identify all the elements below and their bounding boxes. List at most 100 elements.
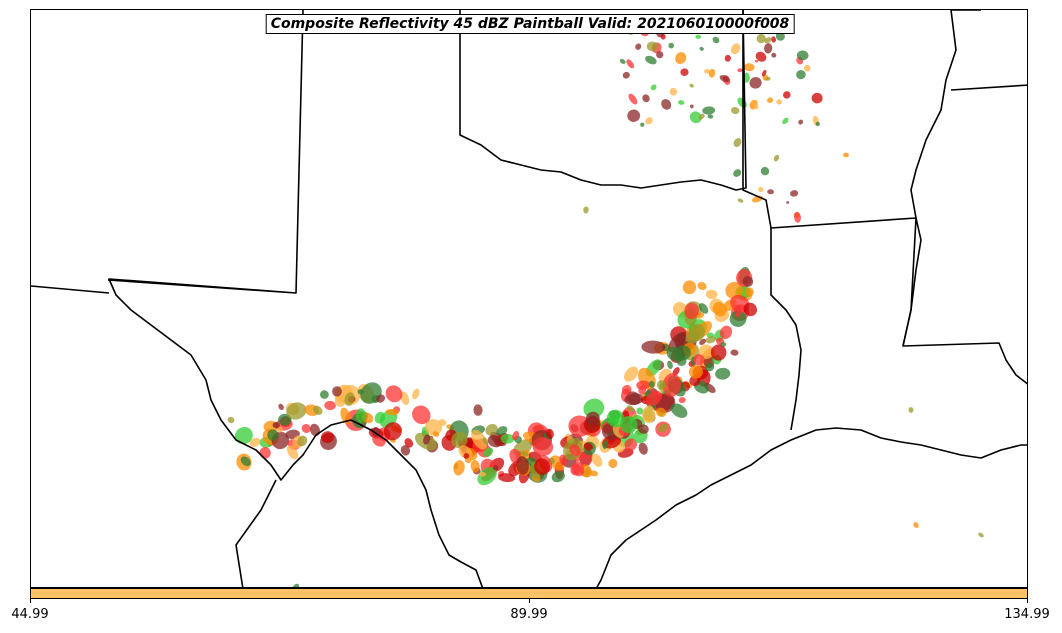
paintball-blob [669, 87, 678, 96]
state-borders [31, 10, 1027, 587]
paintball-blob [512, 430, 520, 441]
paintball-blob [470, 459, 480, 473]
paintball-blob [385, 385, 403, 403]
paintball-blob [765, 76, 771, 81]
paintball-blob [312, 405, 323, 415]
paintball-blob [546, 428, 554, 439]
paintball-blob [755, 51, 767, 62]
sabine-border [770, 228, 802, 431]
paintball-blob [733, 138, 742, 147]
paintball-blob [771, 52, 777, 58]
paintball-blob [796, 50, 809, 61]
paintball-blob [767, 97, 774, 104]
paintball-blob [249, 437, 261, 447]
paintball-blob [815, 121, 820, 127]
paintball-blob [737, 68, 743, 73]
paintball-blob [648, 381, 655, 388]
paintball-blob [737, 97, 747, 108]
paintball-blob [278, 413, 292, 426]
paintball-blob [640, 122, 645, 127]
paintball-blob [636, 407, 644, 415]
paintball-blob [424, 419, 443, 436]
paintball-blob [754, 59, 759, 63]
paintball-blob [773, 154, 780, 162]
paintball-blob [678, 397, 686, 404]
paintball-blob [657, 423, 669, 433]
colorbar-tick-label-min: 44.99 [11, 607, 49, 622]
paintball-blob [624, 366, 639, 382]
paintball-blob [622, 71, 630, 79]
paintball-blob [674, 345, 691, 361]
paintball-blob [645, 117, 653, 125]
paintball-blob [583, 442, 593, 451]
paintball-blob [627, 109, 641, 122]
colorbar-tick [30, 599, 31, 603]
paintball-blob [667, 360, 673, 370]
paintball-blob [483, 447, 494, 457]
paintball-blob [301, 423, 311, 434]
ne-border [950, 10, 1027, 91]
paintball-blob [811, 92, 823, 104]
paintball-blob [743, 302, 758, 317]
paintball-blob [400, 445, 411, 456]
paintball-blob [645, 55, 657, 65]
mexico-border [235, 479, 277, 587]
paintball-blob [641, 340, 666, 354]
paintball-blob [624, 438, 638, 451]
paintball-blob [730, 43, 741, 55]
paintball-blob [608, 458, 618, 469]
paintball-blob [619, 58, 626, 64]
paintball-blob [668, 42, 675, 49]
paintball-blob [660, 34, 666, 40]
colorbar-tick-label-max: 134.99 [1004, 607, 1050, 622]
paintball-blob [400, 391, 410, 406]
paintball-blob [471, 429, 488, 450]
paintball-blob [764, 37, 772, 44]
texas-border [107, 10, 484, 587]
paintball-blob [493, 465, 499, 471]
paintball-blob [710, 344, 727, 361]
paintball-blob [731, 106, 740, 115]
paintball-blob [695, 34, 702, 39]
paintball-blob [790, 190, 799, 197]
paintball-blob [638, 442, 648, 455]
map-panel[interactable] [30, 9, 1028, 588]
paintball-blob [355, 408, 367, 423]
paintball-blob [626, 59, 635, 69]
paintball-blob [478, 471, 486, 477]
paintball-blob [482, 437, 489, 445]
paintball-blob [699, 338, 706, 346]
paintball-blob [843, 152, 849, 158]
paintball-blob [698, 303, 709, 314]
colorbar-tick [529, 599, 530, 603]
paintball-blob [463, 453, 470, 459]
colorbar [30, 588, 1028, 599]
paintball-blob [487, 435, 502, 448]
paintball-blob [735, 310, 741, 318]
paintball-blob [602, 440, 608, 450]
paintball-blob [324, 400, 336, 411]
paintball-blob [724, 54, 731, 62]
paintball-blob [680, 68, 689, 77]
paintball-blob [624, 393, 644, 406]
mississippi-river [902, 10, 957, 347]
paintball-blob [650, 84, 657, 91]
paintball-blob [712, 36, 720, 44]
paintball-blob [404, 438, 414, 448]
paintball-blob [702, 106, 716, 115]
paintball-blob [259, 447, 271, 459]
paintball-blob [292, 583, 300, 587]
paintball-blob [744, 287, 754, 297]
paintball-blob [749, 99, 758, 110]
paintball-blob [682, 280, 697, 295]
paintball-blob [771, 36, 777, 43]
paintball-blob [412, 405, 431, 425]
paintball-blob [684, 302, 699, 319]
paintball-blob [688, 364, 703, 379]
paintball-blob [725, 281, 743, 300]
paintball-blob [635, 43, 642, 50]
paintball-blob [360, 382, 382, 404]
paintball-blob [340, 407, 351, 425]
paintball-blob [551, 470, 565, 483]
paintball-blob [642, 94, 650, 103]
